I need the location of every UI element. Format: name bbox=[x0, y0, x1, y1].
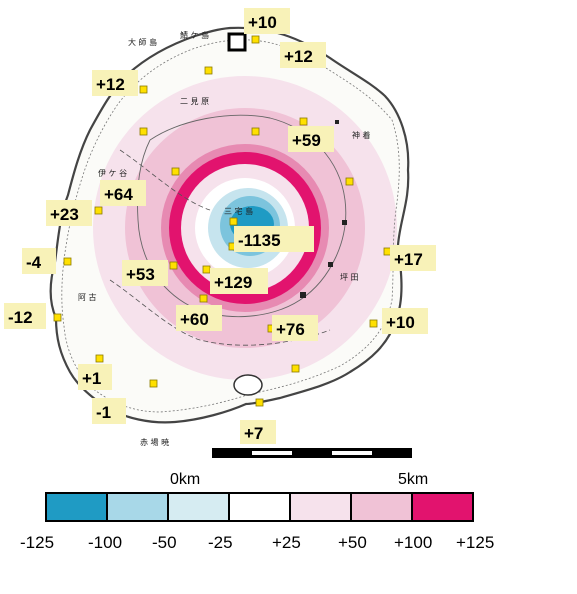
place-name: 神 着 bbox=[352, 130, 371, 140]
station-value: +59 bbox=[292, 131, 321, 150]
station-value: -4 bbox=[26, 253, 42, 272]
color-legend: -125 -100 -50 -25 +25 +50 +100 +125 bbox=[20, 492, 494, 552]
place-name: 二 見 原 bbox=[180, 97, 209, 106]
station-value: +17 bbox=[394, 250, 423, 269]
station-value: +129 bbox=[214, 273, 252, 292]
place-name: 阿 古 bbox=[78, 292, 97, 302]
scale-start-label: 0km bbox=[170, 471, 200, 488]
station-labels: +10 +12 +12 +59 +64 +23 -1135 -4 +17 +53… bbox=[4, 8, 436, 444]
station-marker bbox=[204, 66, 213, 75]
station-marker bbox=[169, 261, 178, 270]
crater-pond bbox=[233, 374, 263, 396]
legend-swatch bbox=[167, 492, 230, 522]
legend-swatch bbox=[228, 492, 291, 522]
station-value: +23 bbox=[50, 205, 79, 224]
legend-swatch bbox=[106, 492, 169, 522]
place-name: 大 師 島 bbox=[128, 37, 157, 47]
station-marker bbox=[383, 247, 392, 256]
legend-swatch bbox=[45, 492, 108, 522]
place-name: 赤 場 暁 bbox=[140, 437, 169, 447]
station-marker bbox=[63, 257, 72, 266]
map-mark bbox=[335, 120, 339, 124]
station-value: +60 bbox=[180, 310, 209, 329]
legend-tick: +25 bbox=[272, 533, 301, 552]
legend-swatch bbox=[289, 492, 352, 522]
station-value: -12 bbox=[8, 308, 33, 327]
station-marker bbox=[299, 117, 308, 126]
station-marker bbox=[202, 265, 211, 274]
legend-tick: -25 bbox=[208, 533, 233, 552]
station-value: +12 bbox=[284, 47, 313, 66]
scale-bar: 0km 5km bbox=[170, 448, 428, 488]
station-marker bbox=[53, 313, 62, 322]
station-marker bbox=[255, 398, 264, 407]
station-marker bbox=[171, 167, 180, 176]
station-marker bbox=[139, 127, 148, 136]
station-value: +10 bbox=[248, 13, 277, 32]
map-mark bbox=[328, 262, 333, 267]
legend-swatch bbox=[411, 492, 474, 522]
legend-tick: -125 bbox=[20, 533, 54, 552]
inner-road bbox=[137, 114, 347, 318]
station-value: +76 bbox=[276, 320, 305, 339]
road-dashed-2 bbox=[119, 149, 211, 211]
station-marker bbox=[345, 177, 354, 186]
station-marker bbox=[251, 35, 260, 44]
station-marker bbox=[369, 319, 378, 328]
place-name: 伊 ケ 谷 bbox=[98, 168, 127, 178]
station-marker bbox=[139, 85, 148, 94]
place-name: 三 宅 島 bbox=[224, 206, 253, 216]
station-value: -1 bbox=[96, 403, 111, 422]
station-value: +53 bbox=[126, 265, 155, 284]
station-marker bbox=[94, 206, 103, 215]
place-name: 鯖 ケ 島 bbox=[180, 30, 209, 40]
legend-tick: -50 bbox=[152, 533, 177, 552]
station-marker bbox=[199, 294, 208, 303]
legend-tick: +50 bbox=[338, 533, 367, 552]
map-mark bbox=[300, 292, 306, 298]
station-value: +1 bbox=[82, 369, 101, 388]
coast-detail bbox=[61, 39, 400, 413]
scale-end-label: 5km bbox=[398, 471, 428, 488]
station-marker bbox=[229, 217, 238, 226]
station-value: +7 bbox=[244, 424, 263, 443]
map-mark bbox=[342, 220, 347, 225]
station-value: +10 bbox=[386, 313, 415, 332]
station-marker bbox=[251, 127, 260, 136]
legend-tick: +125 bbox=[456, 533, 494, 552]
station-value: -1135 bbox=[238, 231, 281, 250]
station-marker bbox=[95, 354, 104, 363]
legend-swatch bbox=[350, 492, 413, 522]
station-value: +12 bbox=[96, 75, 125, 94]
station-marker bbox=[291, 364, 300, 373]
legend-tick: -100 bbox=[88, 533, 122, 552]
place-name: 坪 田 bbox=[340, 273, 359, 282]
legend-tick: +100 bbox=[394, 533, 432, 552]
station-value: +64 bbox=[104, 185, 133, 204]
reference-point-marker bbox=[227, 32, 247, 52]
station-marker bbox=[149, 379, 158, 388]
